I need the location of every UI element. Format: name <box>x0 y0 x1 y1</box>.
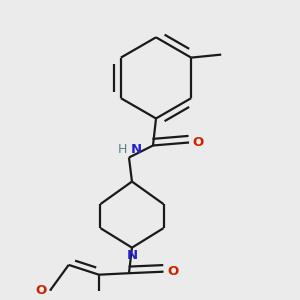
Text: N: N <box>130 143 142 156</box>
Text: O: O <box>193 136 204 149</box>
Text: N: N <box>126 249 137 262</box>
Text: H: H <box>118 143 128 156</box>
Text: O: O <box>167 265 178 278</box>
Text: O: O <box>35 284 46 297</box>
